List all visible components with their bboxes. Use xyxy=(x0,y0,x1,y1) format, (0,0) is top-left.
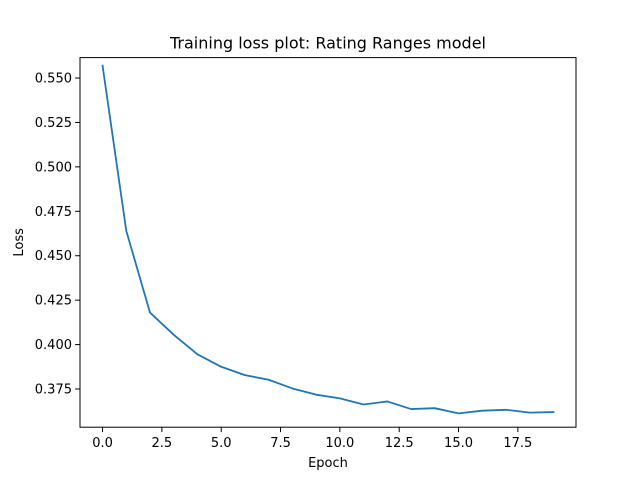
y-tick-label: 0.400 xyxy=(35,338,72,353)
y-tick-label: 0.450 xyxy=(35,249,72,264)
chart-title: Training loss plot: Rating Ranges model xyxy=(169,34,486,53)
series-line-0 xyxy=(101,64,555,415)
x-axis: 0.0 2.5 5.0 7.5 10.0 12.5 15.0 17.5 xyxy=(92,427,532,451)
y-tick-label: 0.550 xyxy=(35,72,72,87)
y-tick-label: 0.500 xyxy=(35,160,72,175)
x-axis-label: Epoch xyxy=(308,456,348,471)
x-tick-label: 7.5 xyxy=(270,436,291,451)
x-tick-label: 2.5 xyxy=(152,436,173,451)
y-axis: 0.375 0.400 0.425 0.450 0.475 0.500 0.525 0.550 xyxy=(35,72,80,397)
x-tick-label: 5.0 xyxy=(211,436,232,451)
x-tick-label: 15.0 xyxy=(444,436,473,451)
x-tick-label: 0.0 xyxy=(92,436,113,451)
y-tick-label: 0.475 xyxy=(35,205,72,220)
plot-area xyxy=(101,64,555,415)
x-tick-label: 17.5 xyxy=(503,436,532,451)
y-tick-label: 0.425 xyxy=(35,294,72,309)
x-tick-label: 10.0 xyxy=(325,436,354,451)
y-axis-label: Loss xyxy=(12,228,27,257)
y-tick-label: 0.375 xyxy=(35,382,72,397)
y-tick-label: 0.525 xyxy=(35,116,72,131)
axes-frame xyxy=(79,57,577,428)
x-tick-label: 12.5 xyxy=(385,436,414,451)
